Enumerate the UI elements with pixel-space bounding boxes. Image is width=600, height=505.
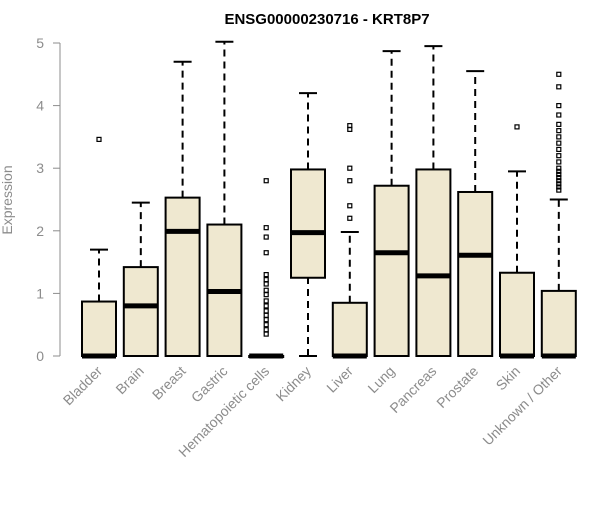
box-7 bbox=[373, 50, 410, 357]
iqr-box bbox=[457, 190, 494, 357]
x-category-label: Bladder bbox=[60, 363, 106, 409]
x-category-label: Liver bbox=[323, 363, 356, 396]
outlier-point bbox=[263, 234, 269, 240]
outlier-point bbox=[556, 178, 562, 184]
x-category-label: Lung bbox=[364, 363, 397, 396]
outlier-point bbox=[263, 292, 269, 298]
iqr-box bbox=[164, 196, 201, 357]
outlier-point bbox=[263, 303, 269, 309]
outlier-point bbox=[96, 136, 102, 143]
outlier-point bbox=[263, 281, 269, 287]
y-tick-label: 2 bbox=[36, 223, 44, 239]
outlier-point bbox=[556, 128, 562, 134]
chart-title: ENSG00000230716 - KRT8P7 bbox=[224, 11, 429, 28]
outlier-point bbox=[556, 168, 562, 174]
outlier-point bbox=[347, 215, 353, 221]
y-tick-label: 0 bbox=[36, 348, 44, 364]
outlier-point bbox=[263, 327, 269, 333]
outlier-point bbox=[556, 165, 562, 171]
box-11 bbox=[540, 71, 577, 359]
outlier-point bbox=[263, 178, 269, 184]
box-5 bbox=[290, 92, 326, 357]
box-4 bbox=[248, 178, 285, 359]
outlier-point bbox=[263, 308, 269, 314]
x-category-label: Breast bbox=[149, 363, 189, 403]
outlier-point bbox=[556, 140, 562, 146]
outlier-point bbox=[263, 322, 269, 328]
box-2 bbox=[164, 60, 201, 357]
y-tick-label: 3 bbox=[36, 160, 44, 176]
outlier-point bbox=[263, 312, 269, 318]
outlier-point bbox=[347, 178, 353, 184]
x-category-label: Brain bbox=[112, 363, 146, 397]
outlier-point bbox=[556, 153, 562, 159]
outlier-point bbox=[263, 331, 269, 337]
box-3 bbox=[206, 40, 243, 357]
outlier-point bbox=[514, 124, 520, 130]
x-category-label: Kidney bbox=[273, 363, 315, 405]
outlier-point bbox=[263, 287, 269, 293]
y-tick-label: 4 bbox=[36, 98, 44, 114]
iqr-box bbox=[331, 301, 368, 358]
box-6 bbox=[331, 123, 368, 359]
iqr-box bbox=[499, 271, 535, 358]
outlier-point bbox=[263, 225, 269, 231]
box-0 bbox=[81, 136, 117, 359]
box-9 bbox=[457, 70, 494, 357]
iqr-box bbox=[290, 168, 326, 279]
outlier-point bbox=[556, 184, 562, 190]
outlier-point bbox=[263, 272, 269, 278]
iqr-box bbox=[81, 300, 117, 357]
outlier-point bbox=[347, 203, 353, 209]
x-category-label: Skin bbox=[493, 363, 524, 394]
outlier-point bbox=[556, 71, 562, 77]
y-tick-label: 5 bbox=[36, 35, 44, 51]
y-axis: 0 1 2 3 4 5 bbox=[36, 35, 61, 364]
outlier-point bbox=[556, 84, 562, 90]
outlier-point bbox=[556, 102, 562, 109]
x-category-label: Unknown / Other bbox=[479, 363, 565, 449]
outlier-point bbox=[556, 159, 562, 165]
outlier-point bbox=[263, 317, 269, 323]
iqr-box bbox=[122, 266, 159, 357]
x-category-label: Prostate bbox=[433, 363, 481, 411]
outlier-point bbox=[556, 146, 562, 153]
box-8 bbox=[415, 45, 452, 357]
iqr-box bbox=[373, 184, 410, 357]
box-series bbox=[81, 40, 577, 359]
outlier-point bbox=[556, 121, 562, 127]
y-axis-title: Expression bbox=[0, 165, 15, 234]
outlier-point bbox=[556, 187, 562, 193]
outlier-point bbox=[556, 174, 562, 181]
outlier-point bbox=[556, 134, 562, 140]
outlier-point bbox=[347, 165, 353, 171]
iqr-box bbox=[415, 168, 452, 357]
outlier-point bbox=[556, 181, 562, 187]
outlier-point bbox=[263, 277, 269, 283]
iqr-box bbox=[540, 289, 577, 357]
outlier-point bbox=[556, 112, 562, 118]
y-tick-label: 1 bbox=[36, 285, 44, 301]
outlier-point bbox=[556, 171, 562, 178]
outlier-point bbox=[347, 126, 353, 132]
box-10 bbox=[499, 124, 535, 359]
outlier-point bbox=[263, 298, 269, 304]
box-1 bbox=[122, 201, 159, 357]
outlier-point bbox=[263, 250, 269, 256]
